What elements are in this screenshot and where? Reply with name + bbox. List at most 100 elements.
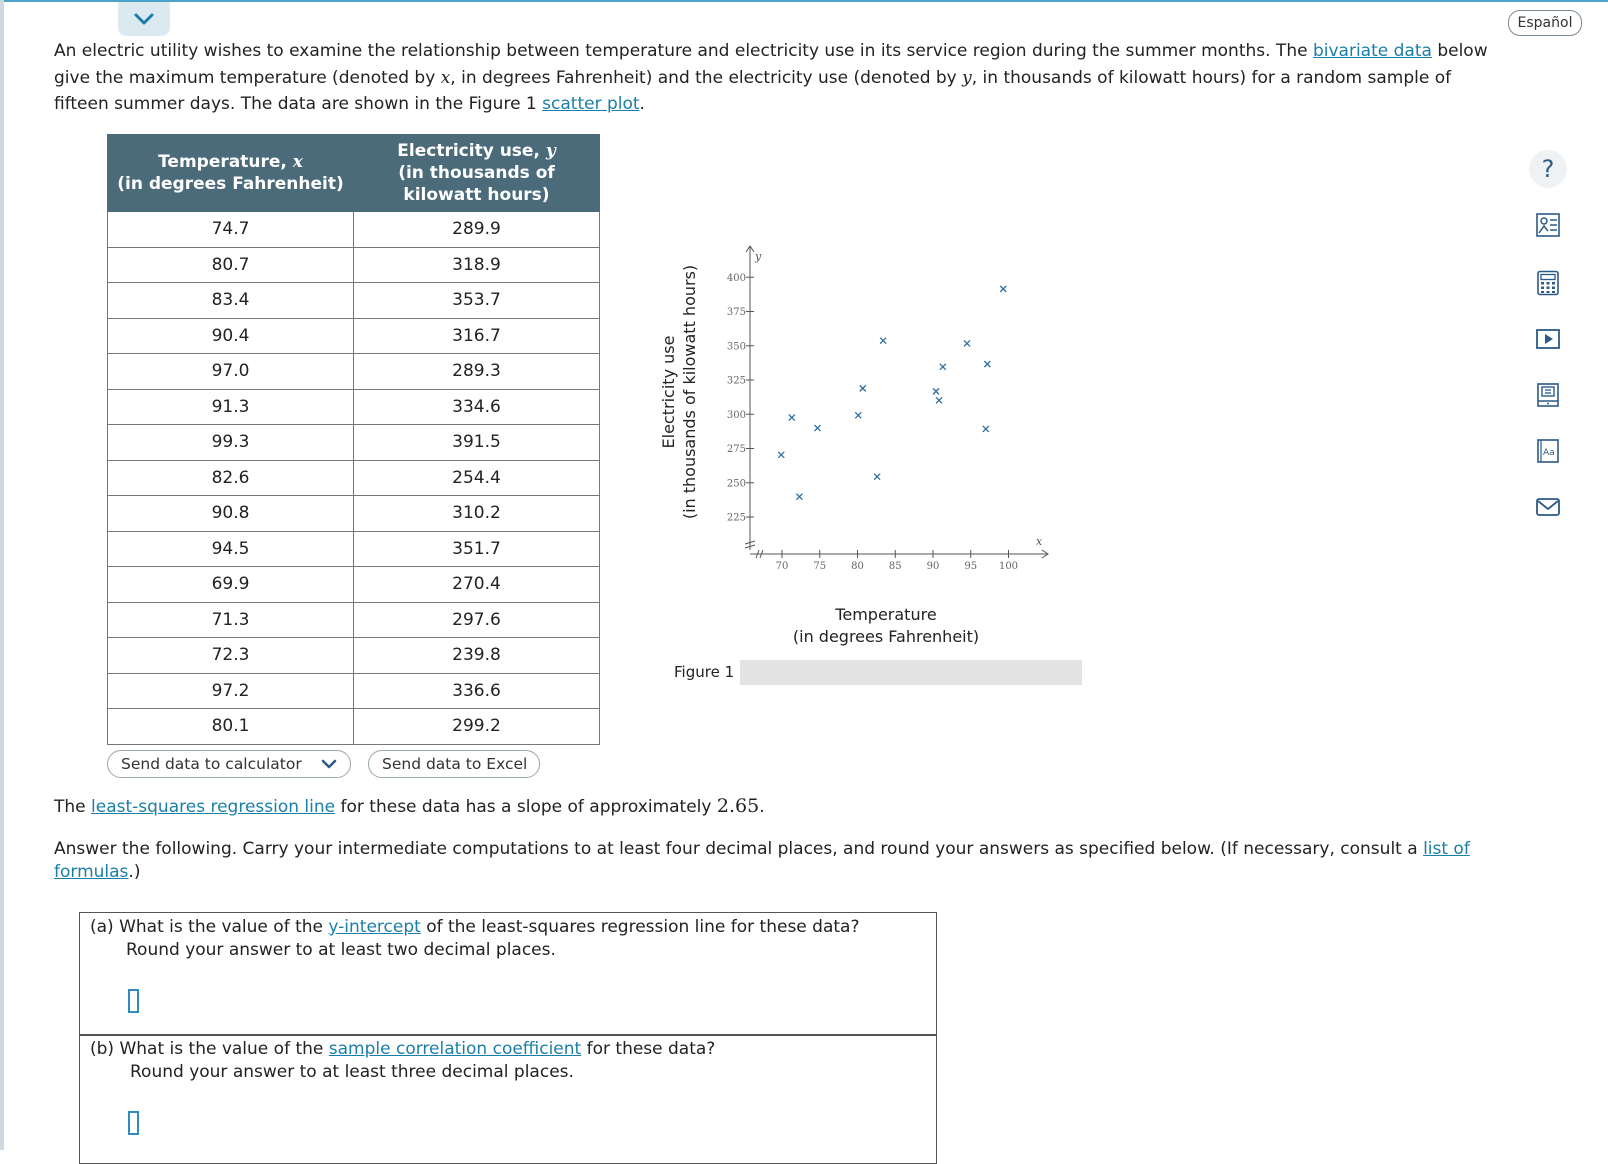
slope-text: for these data has a slope of approximat… bbox=[335, 797, 717, 817]
temperature-cell: 74.7 bbox=[107, 211, 354, 248]
question-b: (b) What is the value of the sample corr… bbox=[90, 1038, 715, 1083]
table-row: 90.4 316.7 bbox=[107, 317, 600, 354]
top-accent-line bbox=[0, 0, 1608, 2]
table-row: 94.5 351.7 bbox=[107, 530, 600, 567]
glossary-button[interactable]: Aa bbox=[1527, 430, 1569, 472]
electricity-cell: 270.4 bbox=[353, 566, 600, 603]
intro-text: , in thousands of kilowatt hours) for a … bbox=[54, 67, 1452, 115]
electricity-cell: 254.4 bbox=[353, 459, 600, 496]
figure-caption-text: Figure 1 bbox=[668, 660, 741, 685]
x-tick-label: 100 bbox=[999, 561, 1018, 572]
slope-text: The bbox=[54, 797, 92, 817]
instructions: Answer the following. Carry your interme… bbox=[54, 838, 1484, 884]
electricity-cell: 297.6 bbox=[353, 601, 600, 638]
y-tick-label: 250 bbox=[727, 478, 746, 489]
electricity-cell: 391.5 bbox=[353, 424, 600, 461]
answer-b-input[interactable] bbox=[128, 1111, 139, 1135]
calculator-icon bbox=[1537, 270, 1559, 296]
x-axis-label: Temperature bbox=[834, 605, 936, 624]
reader-button[interactable] bbox=[1527, 204, 1569, 246]
electricity-cell: 289.9 bbox=[353, 211, 600, 248]
intro-paragraph: An electric utility wishes to examine th… bbox=[54, 38, 1494, 118]
left-border bbox=[0, 0, 4, 1150]
table-row: 97.0 289.3 bbox=[107, 353, 600, 390]
scatter-plot: y x 225 250 275 300 325 350 375 400 70 75 80 85 90 95 10… bbox=[659, 245, 1049, 646]
y-intercept-link[interactable]: y-intercept bbox=[328, 917, 421, 937]
data-point bbox=[777, 451, 785, 459]
question-a-box: (a) What is the value of the y-intercept… bbox=[79, 912, 937, 1036]
y-axis-variable: y bbox=[754, 250, 762, 263]
table-row: 69.9 270.4 bbox=[107, 566, 600, 603]
electricity-cell: 239.8 bbox=[353, 637, 600, 674]
data-point bbox=[983, 360, 991, 368]
temperature-column-header: Temperature, x (in degrees Fahrenheit) bbox=[107, 134, 354, 212]
y-tick-label: 400 bbox=[727, 273, 746, 284]
header-text: Electricity use, bbox=[397, 141, 546, 161]
data-point bbox=[963, 339, 971, 347]
temperature-cell: 97.2 bbox=[107, 672, 354, 709]
textbook-icon bbox=[1537, 383, 1559, 407]
temperature-cell: 91.3 bbox=[107, 388, 354, 425]
x-tick-label: 95 bbox=[964, 561, 977, 572]
help-button[interactable]: ? bbox=[1527, 148, 1569, 190]
data-point bbox=[982, 425, 990, 433]
electricity-cell: 353.7 bbox=[353, 282, 600, 319]
question-b-text: for these data? bbox=[581, 1039, 716, 1059]
temperature-cell: 99.3 bbox=[107, 424, 354, 461]
intro-text: An electric utility wishes to examine th… bbox=[54, 41, 1313, 61]
scatter-plot-link[interactable]: scatter plot bbox=[542, 94, 640, 114]
least-squares-link[interactable]: least-squares regression line bbox=[91, 797, 336, 817]
question-a-label: (a) bbox=[90, 917, 114, 937]
intro-text: . bbox=[639, 94, 645, 114]
electricity-cell: 316.7 bbox=[353, 317, 600, 354]
temperature-cell: 90.4 bbox=[107, 317, 354, 354]
y-tick-label: 300 bbox=[727, 410, 746, 421]
electricity-cell: 299.2 bbox=[353, 708, 600, 745]
electricity-cell: 289.3 bbox=[353, 353, 600, 390]
textbook-button[interactable] bbox=[1527, 374, 1569, 416]
table-row: 80.7 318.9 bbox=[107, 246, 600, 283]
data-point bbox=[873, 473, 881, 481]
data-point bbox=[859, 384, 867, 392]
electricity-cell: 310.2 bbox=[353, 495, 600, 532]
question-a-text: What is the value of the bbox=[119, 917, 329, 937]
table-row: 71.3 297.6 bbox=[107, 601, 600, 638]
electricity-cell: 351.7 bbox=[353, 530, 600, 567]
question-b-instruction: Round your answer to at least three deci… bbox=[130, 1061, 574, 1082]
intro-text: below give the maximum temperature (deno… bbox=[54, 41, 1488, 88]
collapse-toggle[interactable] bbox=[118, 2, 170, 36]
video-button[interactable] bbox=[1527, 318, 1569, 360]
temperature-cell: 83.4 bbox=[107, 282, 354, 319]
question-b-text: What is the value of the bbox=[119, 1039, 329, 1059]
message-button[interactable] bbox=[1527, 486, 1569, 528]
bivariate-data-link[interactable]: bivariate data bbox=[1312, 41, 1432, 61]
glossary-icon: Aa bbox=[1537, 439, 1559, 463]
answer-a-input[interactable] bbox=[128, 989, 139, 1013]
language-button[interactable]: Español bbox=[1508, 10, 1582, 36]
sample-correlation-link[interactable]: sample correlation coefficient bbox=[328, 1039, 582, 1059]
x-tick-label: 80 bbox=[851, 561, 864, 572]
data-point bbox=[932, 387, 940, 395]
y-tick-label: 350 bbox=[727, 341, 746, 352]
x-tick-label: 75 bbox=[813, 561, 826, 572]
send-to-calculator-button[interactable]: Send data to calculator bbox=[107, 750, 351, 778]
y-tick-label: 275 bbox=[727, 444, 746, 455]
table-row: 80.1 299.2 bbox=[107, 708, 600, 745]
video-icon bbox=[1536, 329, 1560, 349]
button-label: Send data to calculator bbox=[121, 755, 302, 773]
data-point bbox=[788, 414, 796, 421]
x-axis-variable: x bbox=[1036, 535, 1043, 548]
message-icon bbox=[1536, 498, 1560, 516]
calculator-button[interactable] bbox=[1527, 262, 1569, 304]
temperature-cell: 82.6 bbox=[107, 459, 354, 496]
y-variable: y bbox=[962, 67, 972, 88]
data-point bbox=[999, 285, 1007, 293]
data-point bbox=[814, 424, 821, 432]
table-row: 83.4 353.7 bbox=[107, 282, 600, 319]
figure-caption: Figure 1 bbox=[668, 660, 1082, 685]
y-tick-label: 325 bbox=[727, 376, 746, 387]
data-point bbox=[879, 337, 887, 345]
header-var: y bbox=[545, 141, 556, 161]
list-of-formulas-link[interactable]: list of formulas bbox=[54, 839, 1470, 882]
send-to-excel-button[interactable]: Send data to Excel bbox=[368, 750, 540, 778]
